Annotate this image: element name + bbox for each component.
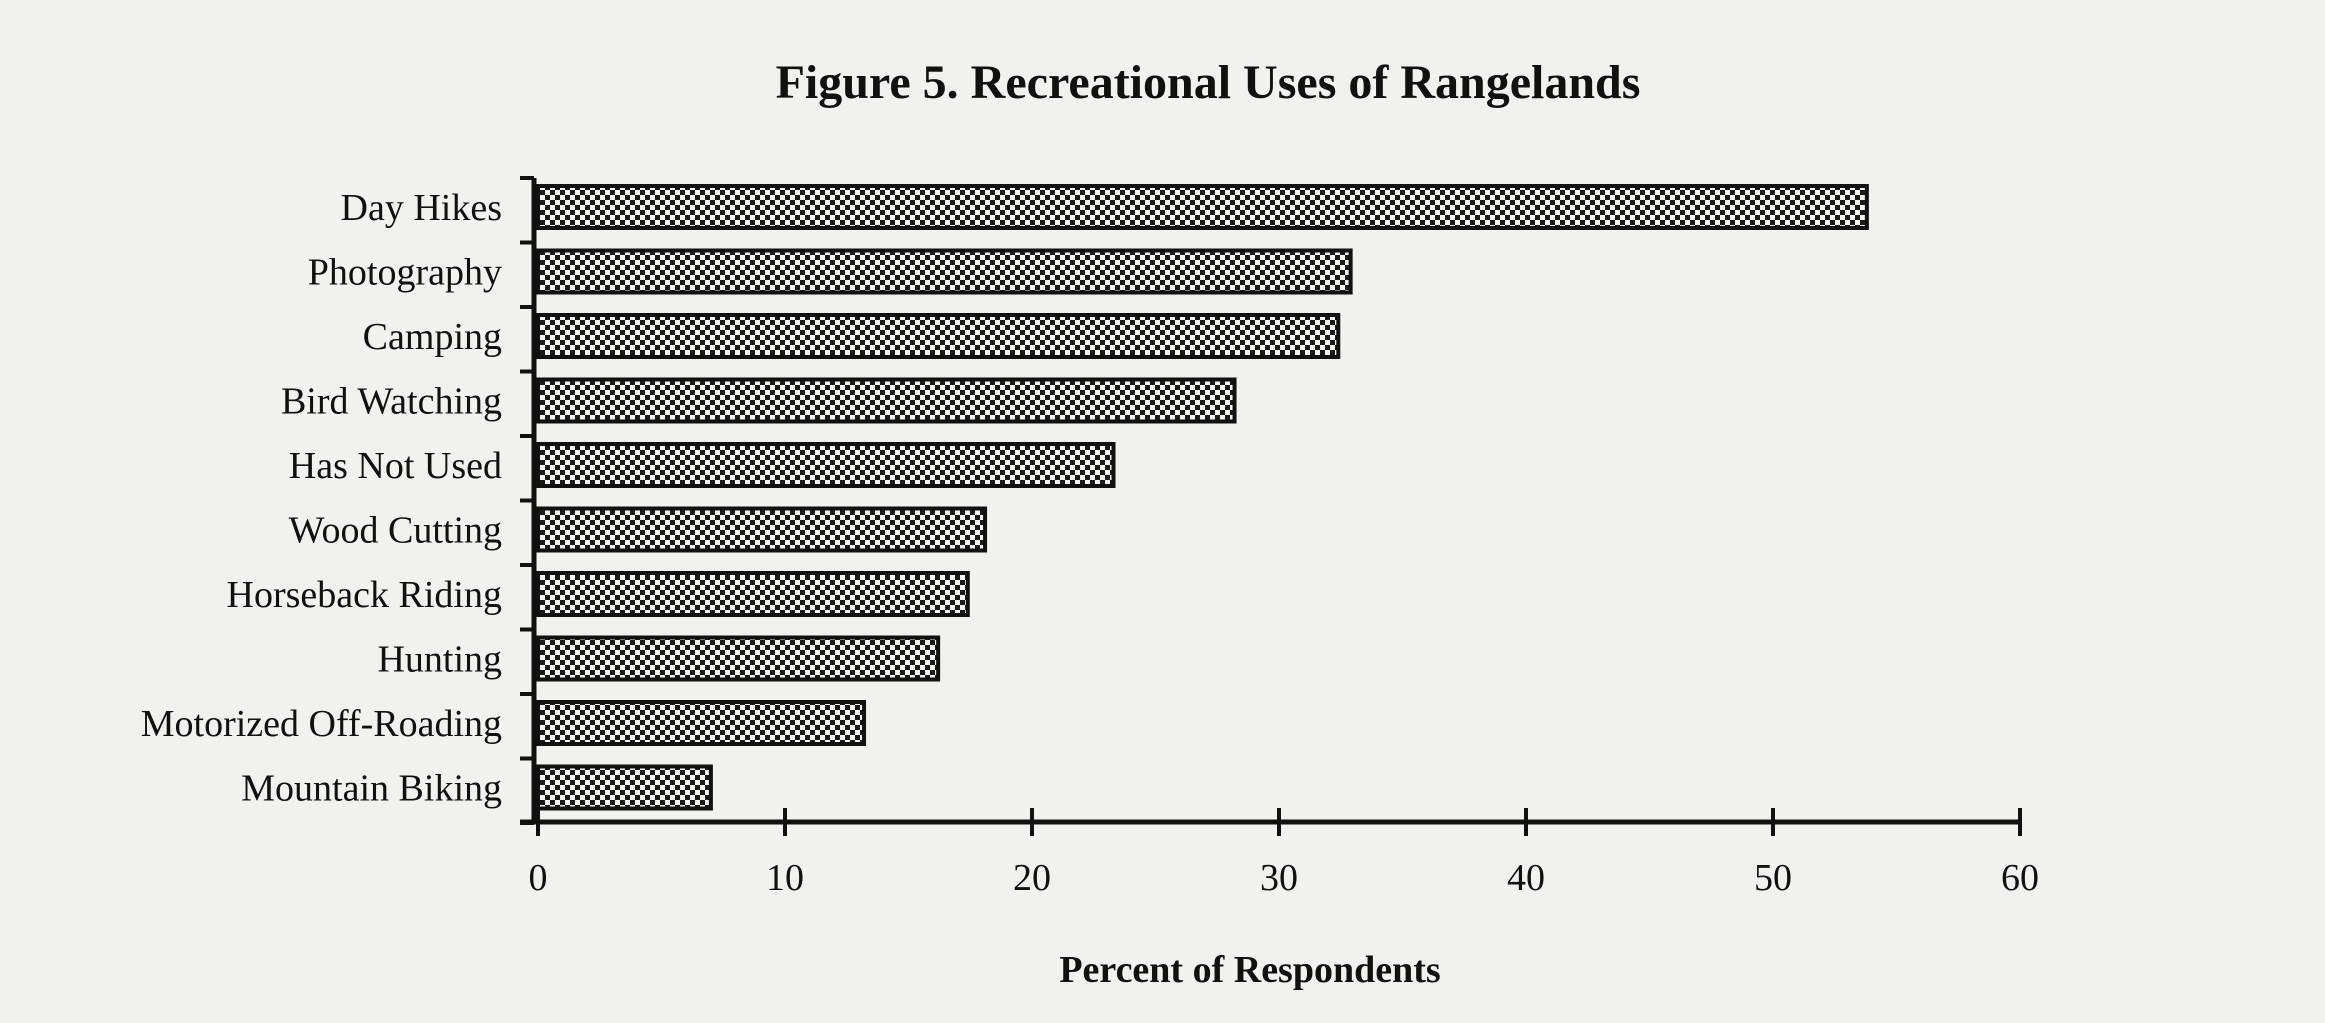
bar-motorized-off-roading <box>536 700 867 746</box>
bar-day-hikes <box>536 184 1869 230</box>
x-tick-label: 0 <box>529 857 548 899</box>
x-tick-label: 10 <box>766 857 804 899</box>
x-tick-label: 60 <box>2001 857 2039 899</box>
x-tick-label: 50 <box>1754 857 1792 899</box>
category-label-wood-cutting: Wood Cutting <box>289 510 502 552</box>
category-label-bird-watching: Bird Watching <box>281 381 502 423</box>
x-tick-label: 30 <box>1260 857 1298 899</box>
category-label-horseback-riding: Horseback Riding <box>227 574 502 616</box>
bar-camping <box>536 313 1341 359</box>
category-label-mountain-biking: Mountain Biking <box>241 768 502 810</box>
category-label-hunting: Hunting <box>377 639 502 681</box>
x-axis-title: Percent of Respondents <box>1059 949 1440 991</box>
axes: 0 10 20 30 40 50 60 <box>520 176 2039 899</box>
category-label-camping: Camping <box>363 316 502 358</box>
chart-title: Figure 5. Recreational Uses of Rangeland… <box>776 56 1641 109</box>
bar-horseback-riding <box>536 571 970 617</box>
bar-wood-cutting <box>536 506 988 553</box>
bar-mountain-biking <box>536 764 713 811</box>
bar-hunting <box>536 635 941 682</box>
x-tick-label: 20 <box>1013 857 1051 899</box>
category-label-has-not-used: Has Not Used <box>289 445 502 487</box>
category-label-photography: Photography <box>308 252 502 294</box>
category-label-motorized-off-roading: Motorized Off-Roading <box>141 703 502 745</box>
bar-has-not-used <box>536 442 1116 488</box>
bars <box>536 184 1869 811</box>
bar-bird-watching <box>536 377 1237 424</box>
bar-photography <box>536 248 1353 295</box>
category-labels: Day Hikes Photography Camping Bird Watching… <box>141 187 502 810</box>
category-label-day-hikes: Day Hikes <box>341 187 502 229</box>
x-tick-label: 40 <box>1507 857 1545 899</box>
